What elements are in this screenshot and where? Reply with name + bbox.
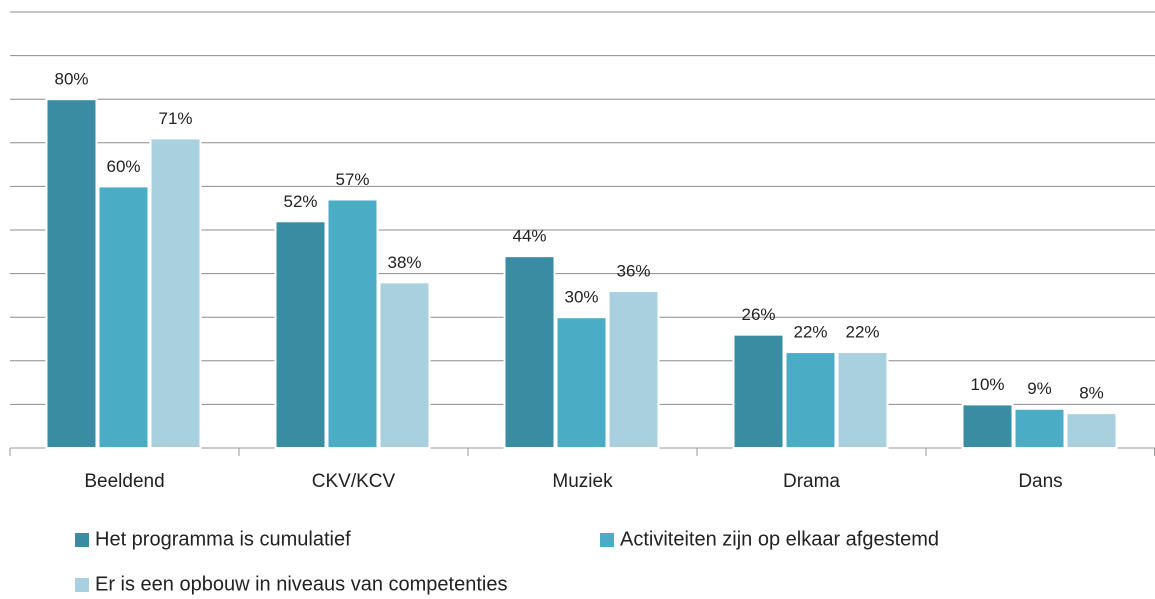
data-label: 8% bbox=[1079, 384, 1104, 403]
bar bbox=[378, 281, 431, 449]
x-tick-label: Beeldend bbox=[84, 471, 164, 492]
legend-text: Activiteiten zijn op elkaar afgestemd bbox=[620, 528, 939, 550]
bar bbox=[326, 198, 379, 449]
data-label: 10% bbox=[970, 375, 1004, 394]
legend-swatch bbox=[75, 533, 89, 547]
legend-text: Er is een opbouw in niveaus van competen… bbox=[95, 573, 507, 595]
bar bbox=[97, 185, 150, 449]
data-label: 38% bbox=[387, 253, 421, 272]
legend-swatch bbox=[75, 578, 89, 592]
bar bbox=[732, 333, 785, 450]
data-label: 57% bbox=[335, 170, 369, 189]
x-tick-label: Dans bbox=[1018, 471, 1062, 492]
x-tick-label: Muziek bbox=[552, 471, 613, 492]
bar bbox=[961, 403, 1014, 449]
data-label: 80% bbox=[54, 70, 88, 89]
bar bbox=[503, 255, 556, 449]
bar bbox=[45, 98, 98, 449]
bar bbox=[784, 351, 837, 449]
data-label: 9% bbox=[1027, 379, 1052, 398]
data-label: 30% bbox=[564, 288, 598, 307]
bar bbox=[149, 137, 202, 449]
bar bbox=[1065, 412, 1118, 449]
x-tick-label: Drama bbox=[783, 471, 840, 492]
data-label: 44% bbox=[512, 227, 546, 246]
legend-text: Het programma is cumulatief bbox=[95, 528, 351, 550]
data-label: 22% bbox=[793, 323, 827, 342]
bar bbox=[274, 220, 327, 449]
data-label: 52% bbox=[283, 192, 317, 211]
bar bbox=[836, 351, 889, 449]
data-label: 60% bbox=[106, 157, 140, 176]
data-label: 71% bbox=[158, 109, 192, 128]
legend-swatch bbox=[600, 533, 614, 547]
bar bbox=[607, 290, 660, 450]
data-label: 26% bbox=[741, 305, 775, 324]
data-label: 22% bbox=[845, 323, 879, 342]
bar bbox=[1013, 407, 1066, 450]
bar bbox=[555, 316, 608, 450]
x-tick-label: CKV/KCV bbox=[312, 471, 396, 492]
data-label: 36% bbox=[616, 262, 650, 281]
